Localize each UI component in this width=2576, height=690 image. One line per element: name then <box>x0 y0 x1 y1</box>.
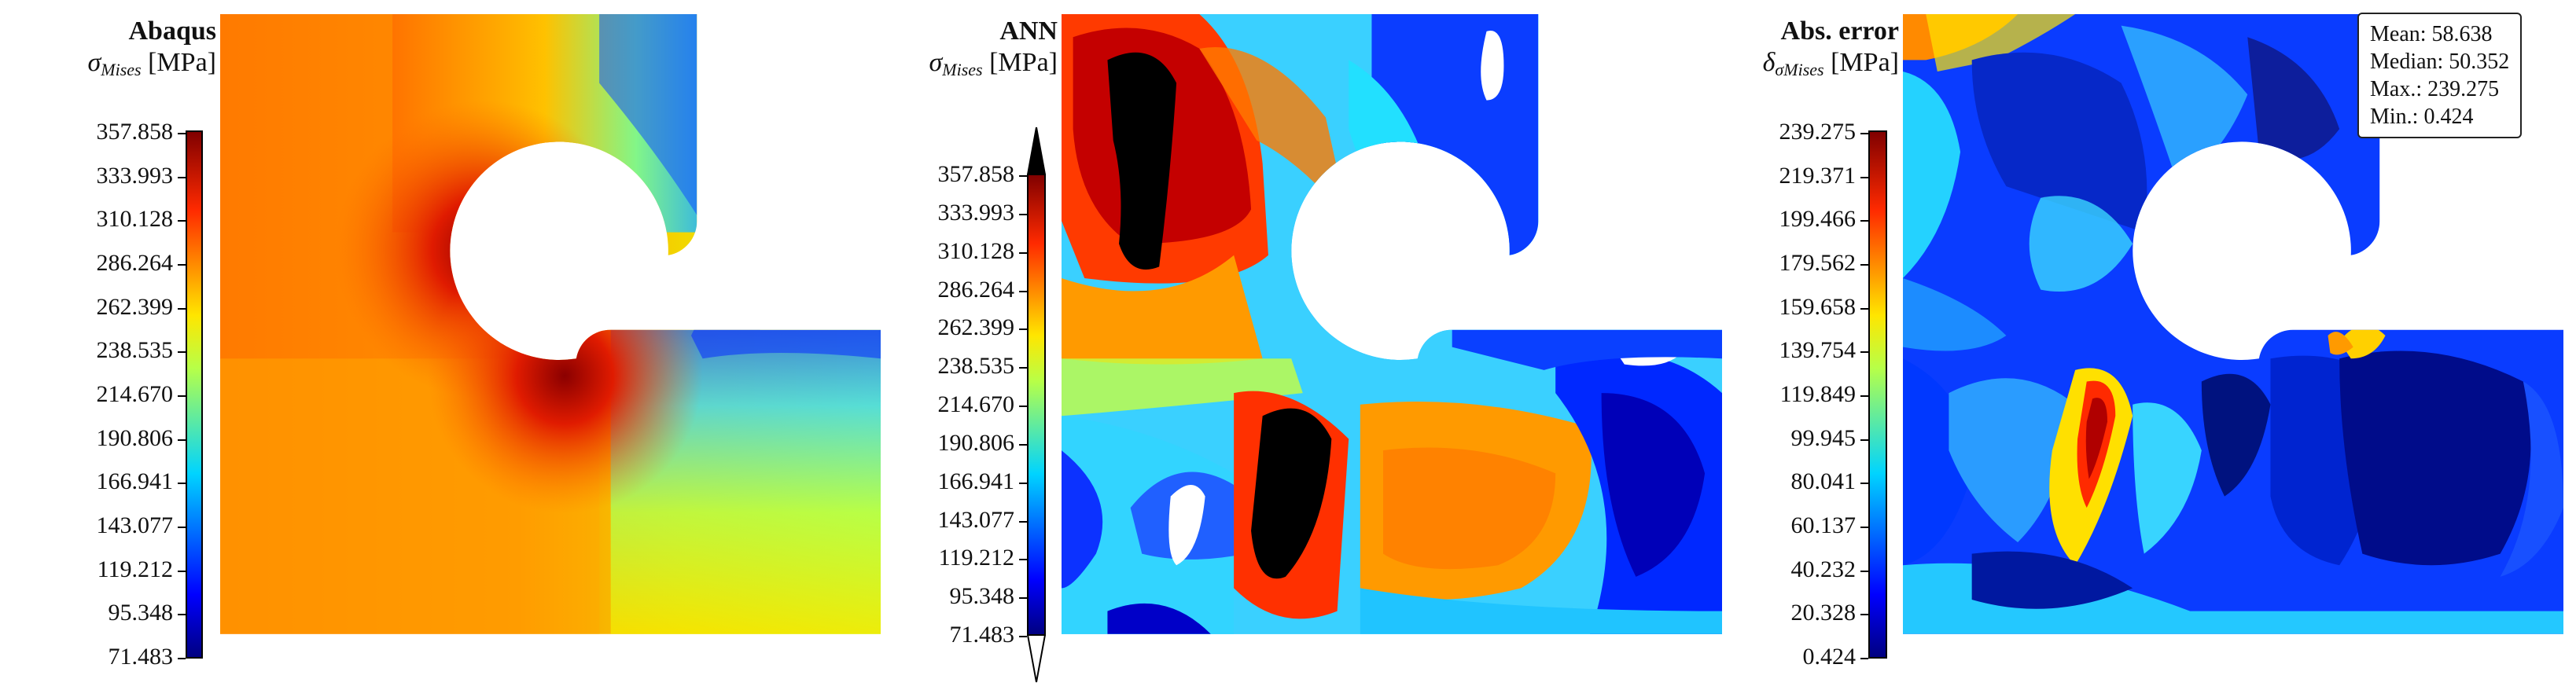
panel-title-block: Abs. error δσMises [MPa] <box>1763 16 1899 86</box>
panel-title: Abs. error <box>1780 17 1899 46</box>
colorbar-tick: 310.128 <box>97 207 186 231</box>
colorbar-tick: 214.670 <box>97 383 186 406</box>
colorbar-tick: 95.348 <box>950 585 1028 608</box>
colorbar-tick: 71.483 <box>950 623 1028 647</box>
colorbar-tick: 286.264 <box>97 251 186 275</box>
colorbar-tick: 143.077 <box>938 508 1028 532</box>
colorbar-tick: 179.562 <box>1779 251 1869 275</box>
colorbar-tick: 99.945 <box>1791 426 1869 450</box>
colorbar-tick: 119.212 <box>939 546 1027 570</box>
stress-field-ann <box>1062 14 1722 634</box>
quantity-label: δσMises [MPa] <box>1762 48 1899 79</box>
colorbar-tick: 262.399 <box>97 295 186 319</box>
colorbar-tick: 139.754 <box>1779 339 1869 362</box>
colorbar-tick: 357.858 <box>938 163 1028 186</box>
quantity-label: σMises [MPa] <box>87 48 217 79</box>
colorbar-ticks: 239.275 219.371 199.466 179.562 159.658 … <box>1711 120 1869 669</box>
colorbar-tick: 71.483 <box>109 645 186 669</box>
colorbar-tick: 357.858 <box>97 120 186 144</box>
colorbar-tick: 333.993 <box>97 163 186 188</box>
colorbar-tick: 119.849 <box>1780 383 1868 406</box>
panel-abs-error: Abs. error δσMises [MPa] 239.275 219.371… <box>1683 0 2576 690</box>
error-statistics-box: Mean: 58.638 Median: 50.352 Max.: 239.27… <box>2357 13 2523 138</box>
colorbar-tick: 190.806 <box>938 431 1028 455</box>
colorbar-tick: 214.670 <box>938 393 1028 417</box>
colorbar-tick: 166.941 <box>938 469 1028 494</box>
colorbar-tick: 40.232 <box>1791 557 1869 582</box>
stat-min: Min.: 0.424 <box>2370 105 2474 129</box>
colorbar-ticks: 357.858 333.993 310.128 286.264 262.399 … <box>870 163 1028 647</box>
colorbar-tick: 20.328 <box>1791 601 1869 625</box>
panel-ann: ANN σMises [MPa] 357.858 333.993 310.128… <box>841 0 1722 690</box>
colorbar-tick: 143.077 <box>97 514 186 538</box>
colorbar-tick: 333.993 <box>938 200 1028 225</box>
panel-title: Abaqus <box>128 17 216 46</box>
stat-median: Median: 50.352 <box>2370 50 2510 74</box>
colorbar-tick: 238.535 <box>938 354 1028 378</box>
panel-title-block: ANN σMises [MPa] <box>929 16 1058 86</box>
colorbar-tick: 166.941 <box>97 470 186 494</box>
colorbar <box>1868 130 1887 659</box>
colorbar-tick: 80.041 <box>1791 470 1869 494</box>
colorbar-tick: 219.371 <box>1779 163 1869 188</box>
stress-field-abaqus <box>220 14 881 634</box>
colorbar-tick: 310.128 <box>938 239 1028 263</box>
colorbar-tick: 239.275 <box>1779 120 1869 144</box>
colorbar-tick: 159.658 <box>1779 295 1869 319</box>
panel-title-block: Abaqus σMises [MPa] <box>88 16 217 86</box>
colorbar-tick: 60.137 <box>1791 514 1869 538</box>
quantity-label: σMises [MPa] <box>929 48 1058 79</box>
colorbar-tick: 238.535 <box>97 339 186 362</box>
panel-abaqus: Abaqus σMises [MPa] 357.858 333.993 310.… <box>0 0 881 690</box>
stat-mean: Mean: 58.638 <box>2370 22 2493 46</box>
colorbar-tick: 190.806 <box>97 426 186 450</box>
colorbar-tick: 0.424 <box>1803 645 1869 669</box>
colorbar <box>186 130 203 659</box>
colorbar <box>1027 127 1046 683</box>
colorbar-tick: 95.348 <box>109 601 186 625</box>
colorbar-ticks: 357.858 333.993 310.128 286.264 262.399 … <box>28 120 186 669</box>
stat-max: Max.: 239.275 <box>2370 77 2500 101</box>
colorbar-tick: 262.399 <box>938 316 1028 339</box>
panel-title: ANN <box>999 17 1058 46</box>
colorbar-tick: 119.212 <box>98 557 186 582</box>
colorbar-tick: 199.466 <box>1779 207 1869 231</box>
colorbar-tick: 286.264 <box>938 277 1028 302</box>
